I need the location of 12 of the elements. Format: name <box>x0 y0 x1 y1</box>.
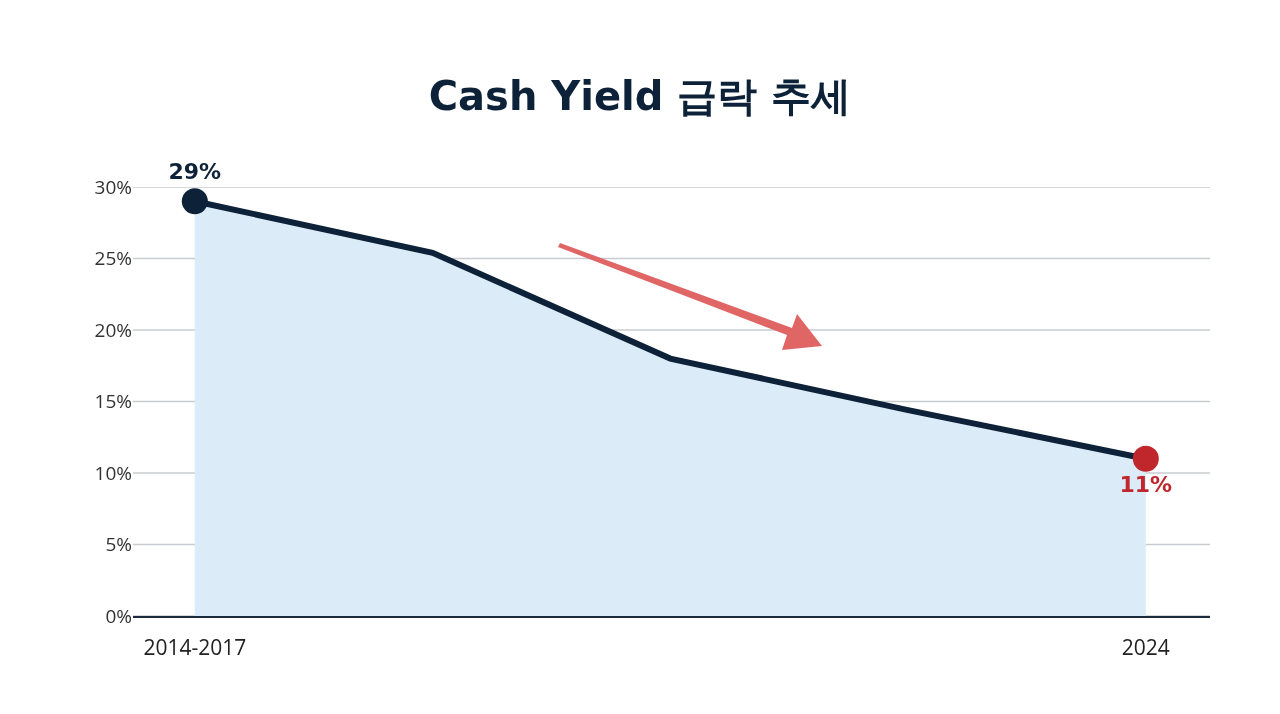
data-label: 11% <box>1119 472 1173 498</box>
y-tick-label: 25% <box>94 245 132 272</box>
y-tick-label: 5% <box>105 531 132 558</box>
chart-title: Cash Yield 급락 추세 <box>428 73 852 120</box>
x-tick-label: 2024 <box>1121 633 1170 662</box>
y-tick-label: 15% <box>94 388 132 415</box>
x-tick-label: 2014-2017 <box>143 633 247 662</box>
y-tick-label: 30% <box>94 173 132 200</box>
data-label: 29% <box>168 158 222 184</box>
y-tick-label: 10% <box>94 459 132 486</box>
y-tick-label: 20% <box>94 316 132 343</box>
y-tick-label: 0% <box>105 602 132 629</box>
